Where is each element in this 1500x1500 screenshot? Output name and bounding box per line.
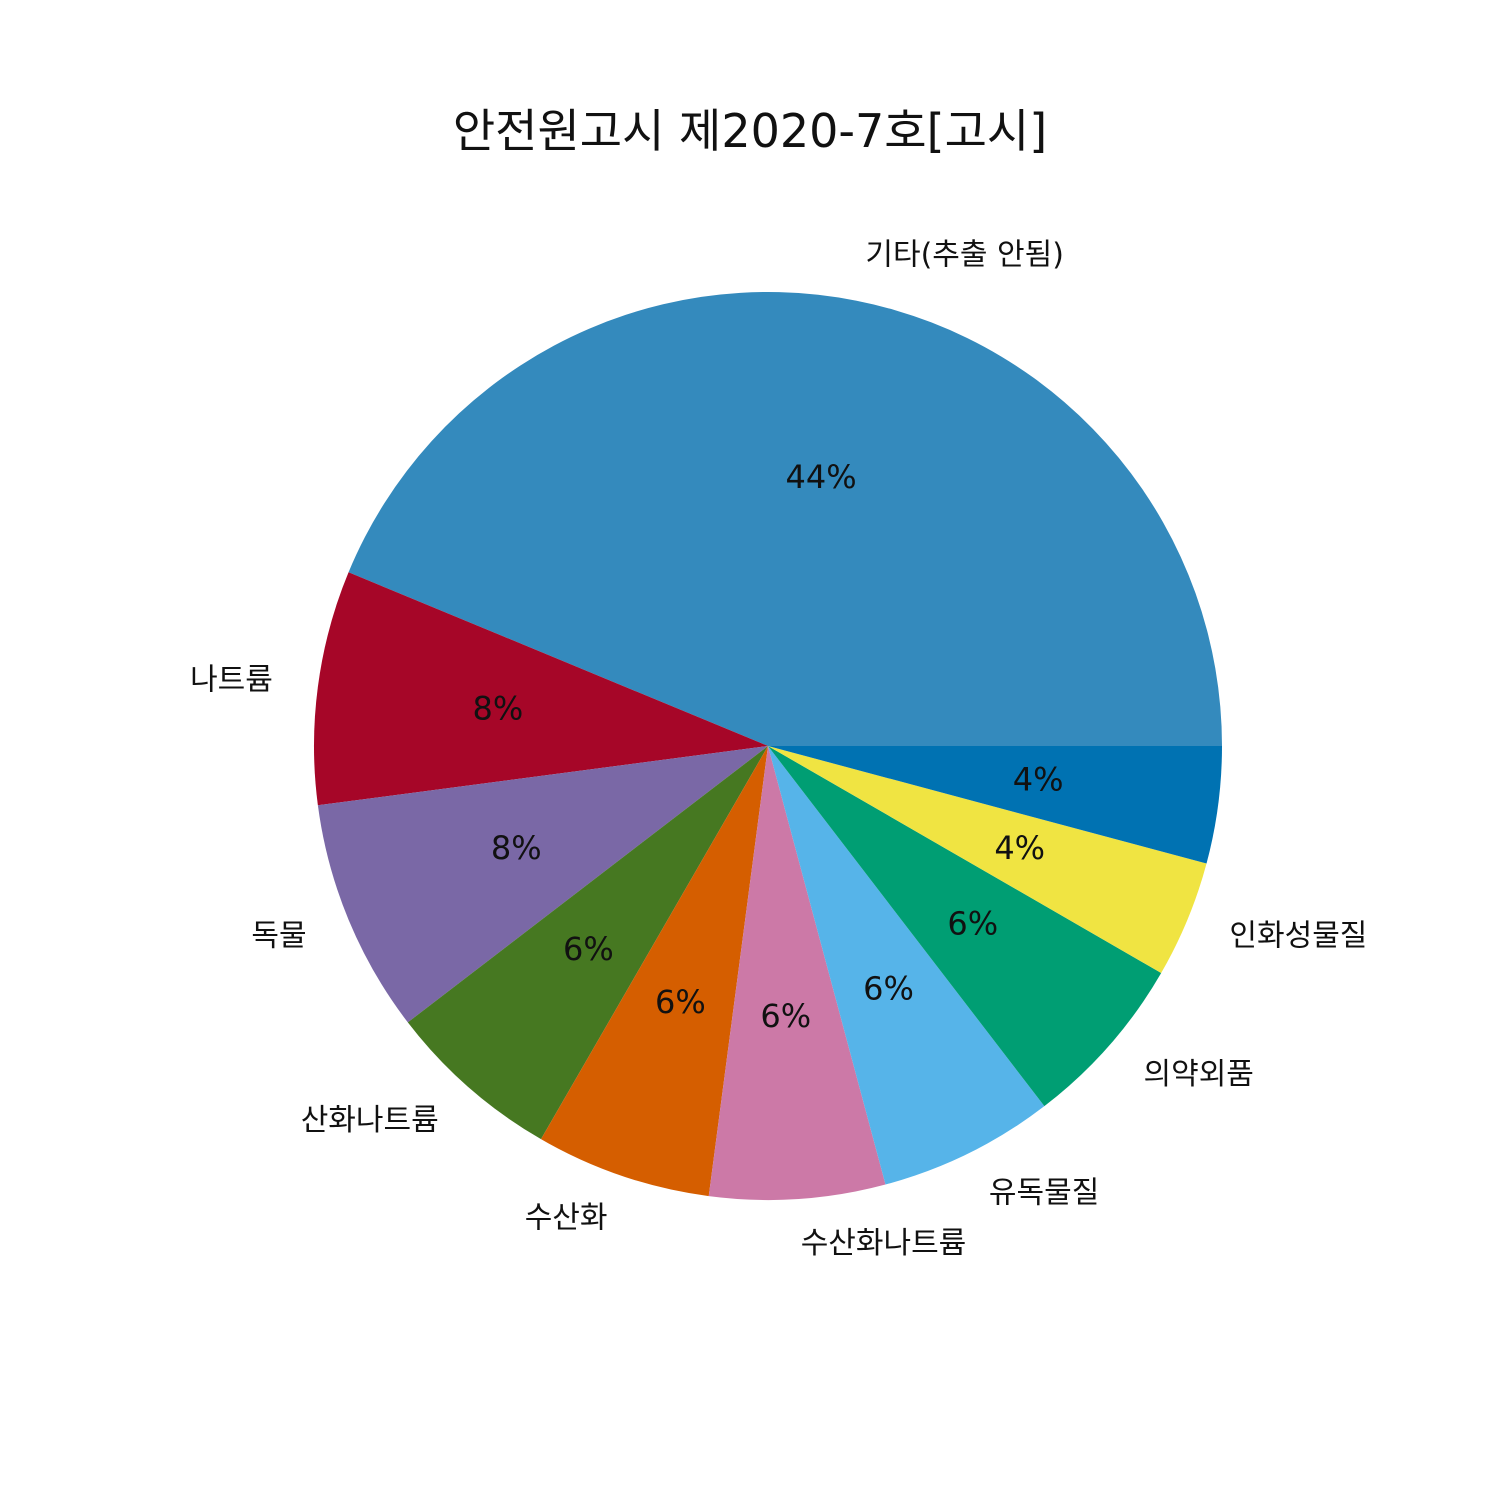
slice-percent-label: 6% — [947, 905, 998, 943]
pie-slices — [313, 292, 1222, 1201]
slice-category-label: 나트륨 — [190, 662, 273, 697]
pie-slice — [768, 746, 1045, 1185]
slice-percent-label: 6% — [760, 997, 811, 1035]
slice-percent-label: 4% — [1013, 761, 1064, 799]
slice-percent-label: 8% — [473, 689, 524, 727]
slice-percent-label: 6% — [655, 983, 706, 1021]
slice-category-label: 수산화나트륨 — [801, 1226, 967, 1261]
pie-slice — [768, 746, 1162, 1107]
chart-title: 안전원고시 제2020-7호[고시] — [452, 104, 1048, 158]
slice-percent-label: 6% — [863, 969, 914, 1007]
slice-category-label: 의약외품 — [1144, 1057, 1254, 1092]
pie-slice — [317, 746, 768, 1023]
slice-percent-label: 8% — [491, 829, 542, 867]
pie-slice — [348, 292, 1222, 746]
slice-category-label: 독물 — [251, 919, 306, 954]
slice-percent-label: 44% — [786, 458, 857, 496]
slice-category-label: 유독물질 — [989, 1175, 1099, 1210]
slice-category-label: 인화성물질 — [1229, 919, 1367, 954]
pie-slice — [708, 746, 886, 1201]
pie-slice — [768, 746, 1207, 973]
slice-category-label: 수산화 — [525, 1200, 608, 1235]
pie-slice — [407, 746, 768, 1140]
pie-slice — [768, 746, 1222, 864]
slice-percent-label: 6% — [563, 930, 614, 968]
pie-slice — [313, 572, 768, 806]
slice-category-label: 기타(추출 안됨) — [865, 238, 1064, 273]
slice-category-label: 산화나트륨 — [301, 1103, 439, 1138]
pie-labels: 44% 기타(추출 안됨) 8% 나트륨 8% 독물 6% 산화나트륨 6% 수산화 6% 수산화나트… — [190, 238, 1367, 1261]
slice-percent-label: 4% — [994, 829, 1045, 867]
pie-slice — [541, 746, 768, 1197]
